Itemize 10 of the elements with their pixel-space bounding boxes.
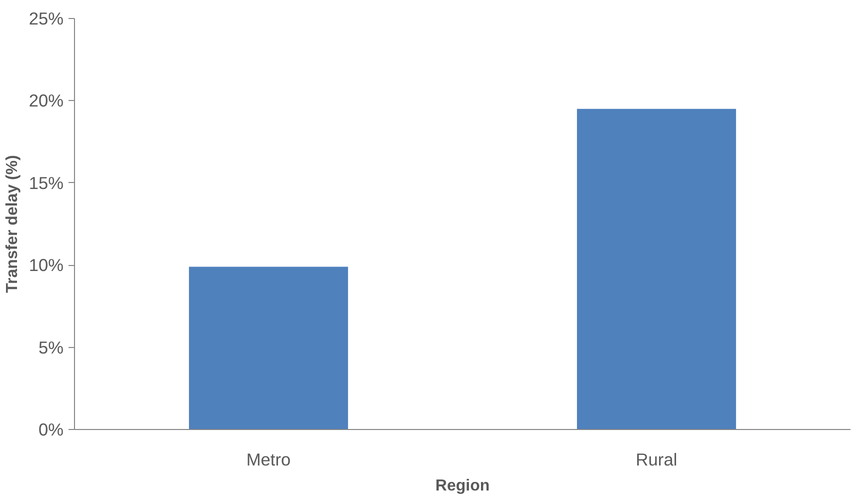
y-tick-label: 10% bbox=[28, 255, 64, 276]
y-tick-label: 25% bbox=[28, 8, 64, 28]
y-axis-title: Transfer delay (%) bbox=[4, 155, 21, 293]
y-tick-label: 0% bbox=[38, 420, 64, 440]
y-tick-label: 20% bbox=[28, 90, 64, 111]
y-tick-label: 15% bbox=[28, 172, 64, 193]
y-tick-label: 5% bbox=[38, 337, 64, 358]
x-tick-label: Metro bbox=[246, 450, 291, 470]
x-axis-title: Region bbox=[435, 478, 490, 494]
x-tick-label: Rural bbox=[636, 450, 678, 470]
